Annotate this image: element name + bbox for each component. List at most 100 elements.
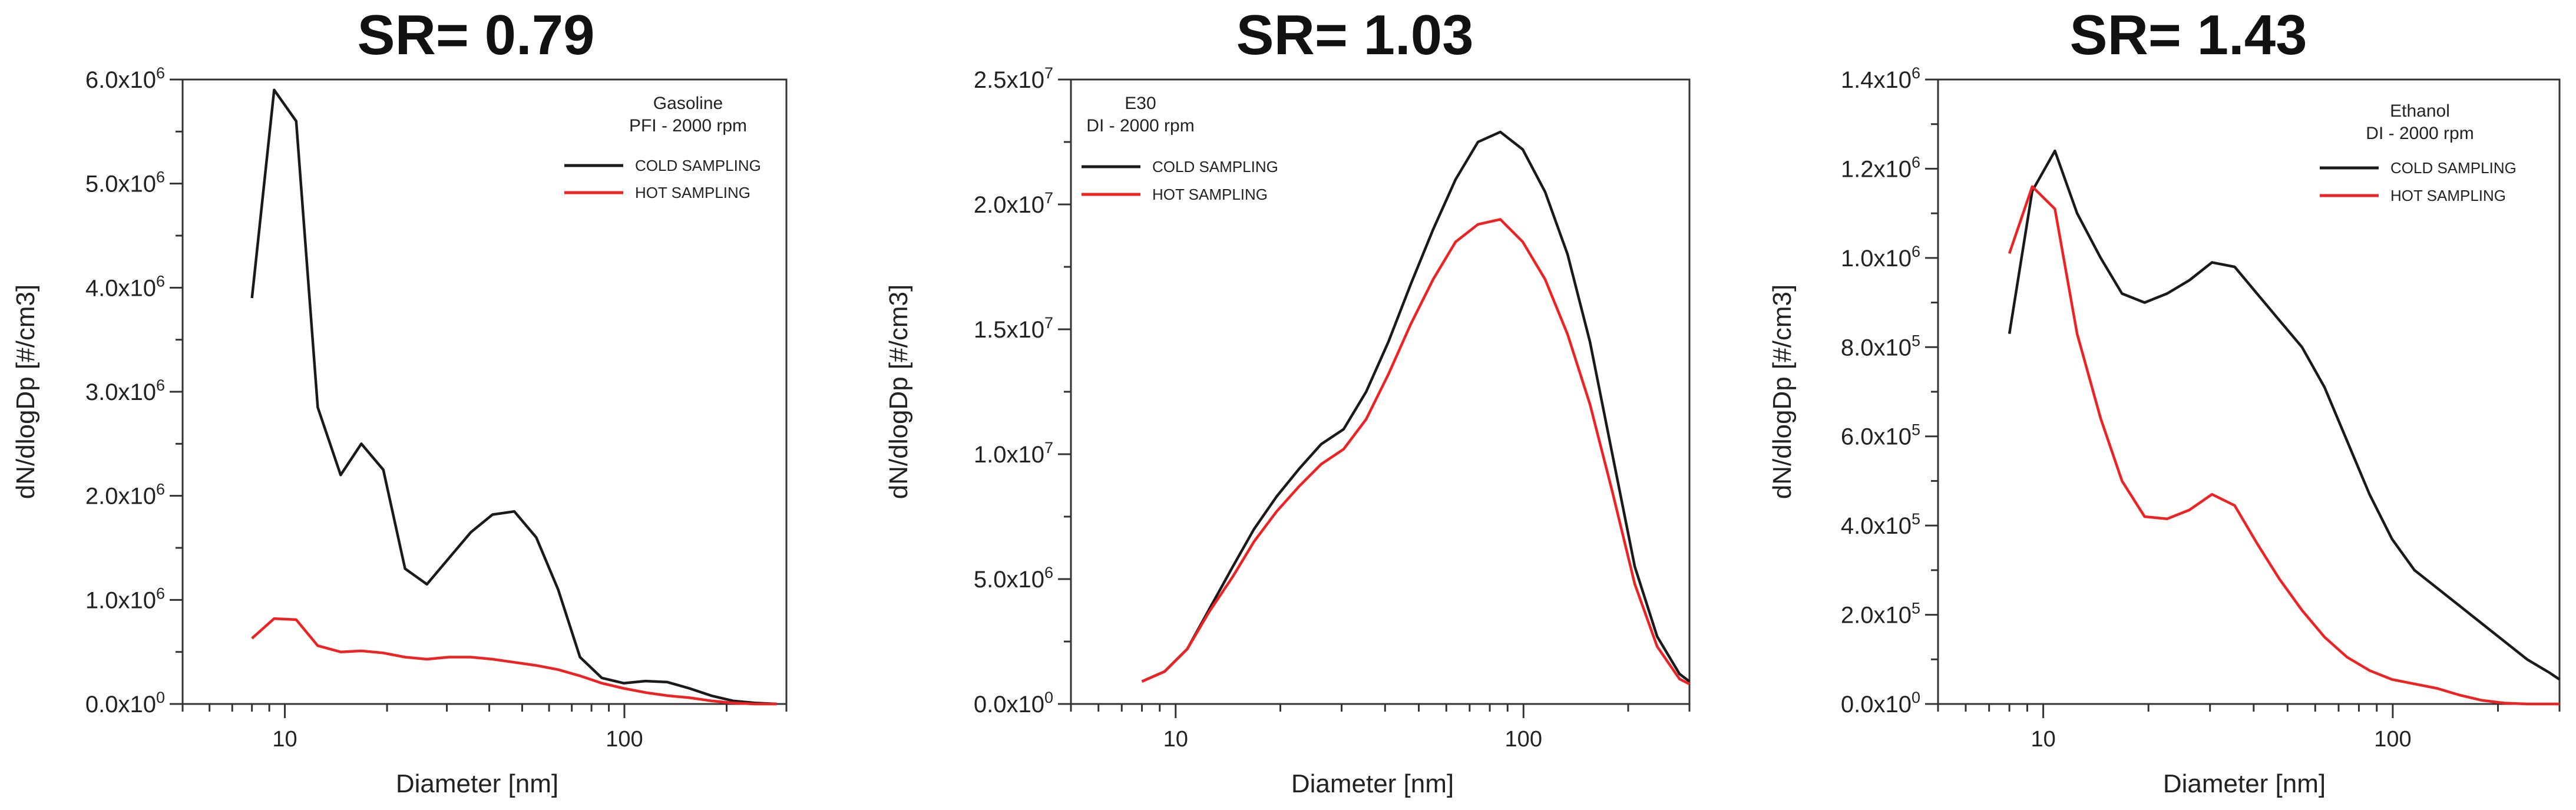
y-tick-label: 6.0x106 [85,64,165,93]
panel-2-legend-label-cold: COLD SAMPLING [1152,158,1278,176]
y-tick-label-exponent: 7 [1044,64,1053,82]
panel-1-x-tick-labels: 10 100 [272,727,643,752]
y-tick-label-mantissa: 0.0x10 [974,692,1044,718]
panel-1: SR= 0.79 0.0x1001.0x1062.0x1063.0x1064.0… [11,4,788,798]
y-tick-label-mantissa: 0.0x10 [1841,692,1912,718]
panel-1-annotation-line-1: Gasoline [653,94,723,113]
y-tick-label-mantissa: 1.0x10 [85,587,156,613]
y-tick-label-mantissa: 8.0x10 [1841,335,1912,361]
y-tick-label-exponent: 7 [1044,439,1053,457]
y-tick-label-mantissa: 4.0x10 [1841,513,1912,539]
y-tick-label-exponent: 5 [1912,600,1920,617]
y-tick-label: 1.0x106 [85,584,165,613]
y-tick-label-mantissa: 5.0x10 [85,171,156,197]
y-tick-label-exponent: 6 [156,376,165,394]
y-tick-label: 1.5x107 [974,314,1053,343]
series-line-cold-sampling [1141,130,1691,683]
y-tick-label-mantissa: 1.4x10 [1841,67,1912,93]
y-tick-label-exponent: 6 [1912,153,1920,171]
panel-1-annotation-line-2: PFI - 2000 rpm [629,116,747,135]
panel-1-y-axis-label: dN/dlogDp [#/cm3] [11,285,40,499]
y-tick-label: 5.0x106 [85,168,165,197]
y-tick-label: 1.0x107 [974,439,1053,468]
series-line-hot-sampling [1141,218,1691,686]
y-tick-label-exponent: 6 [1912,243,1920,260]
panel-3: SR= 1.43 0.0x1002.0x1054.0x1056.0x1058.0… [1768,4,2561,798]
panel-1-legend-label-cold: COLD SAMPLING [635,157,761,174]
y-tick-label: 1.2x106 [1841,153,1920,182]
y-tick-label-exponent: 6 [1044,564,1053,581]
panel-3-annotation-line-2: DI - 2000 rpm [2366,124,2474,143]
y-tick-label: 2.0x106 [85,481,165,510]
panel-3-x-axis-label: Diameter [nm] [2163,769,2326,798]
y-tick-label-mantissa: 1.2x10 [1841,156,1912,182]
y-tick-label: 4.0x106 [85,272,165,301]
panel-3-ticks [1925,78,2561,718]
panel-2-legend-label-hot: HOT SAMPLING [1152,186,1268,203]
panel-2-x-axis-label: Diameter [nm] [1291,769,1454,798]
y-tick-label-exponent: 6 [156,481,165,498]
y-tick-label: 2.0x105 [1841,600,1920,629]
panel-1-x-axis-label: Diameter [nm] [396,769,558,798]
y-tick-label: 6.0x105 [1841,421,1920,450]
y-tick-label-mantissa: 1.0x10 [974,442,1044,468]
y-tick-label: 3.0x106 [85,376,165,405]
y-tick-label-mantissa: 2.0x10 [1841,603,1912,629]
panel-2-x-tick-labels: 10 100 [1163,727,1542,752]
panel-2-title: SR= 1.03 [1236,4,1474,67]
panel-2: SR= 1.03 0.0x1005.0x1061.0x1071.5x1072.0… [884,4,1691,798]
y-tick-label-mantissa: 1.5x10 [974,317,1044,343]
y-tick-label-mantissa: 2.0x10 [85,484,156,510]
panel-3-x-tick-labels: 10 100 [2031,727,2411,752]
panel-3-y-tick-labels: 0.0x1002.0x1054.0x1056.0x1058.0x1051.0x1… [1841,64,1920,718]
y-tick-label-exponent: 6 [156,168,165,186]
y-tick-label-exponent: 5 [1912,510,1920,528]
series-line-cold-sampling [250,88,777,706]
y-tick-label-exponent: 6 [156,272,165,290]
y-tick-label-exponent: 0 [1044,689,1053,706]
panel-3-legend-label-hot: HOT SAMPLING [2390,187,2506,204]
y-tick-label: 0.0x100 [974,689,1053,718]
y-tick-label-exponent: 0 [156,689,165,706]
y-tick-label: 2.5x107 [974,64,1053,93]
y-tick-label-exponent: 6 [156,64,165,82]
panel-2-y-axis-label: dN/dlogDp [#/cm3] [884,285,913,499]
y-tick-label: 0.0x100 [1841,689,1920,718]
panel-2-ticks [1058,78,1691,718]
panel-3-legend-label-cold: COLD SAMPLING [2390,159,2517,177]
y-tick-label-exponent: 0 [1912,689,1920,706]
series-line-cold-sampling [2008,149,2561,681]
series-line-hot-sampling [2008,185,2560,706]
panel-1-series [250,88,777,706]
y-tick-label-exponent: 6 [1912,64,1920,82]
y-tick-label: 2.0x107 [974,189,1053,218]
y-tick-label-mantissa: 5.0x10 [974,567,1044,593]
y-tick-label-exponent: 5 [1912,421,1920,439]
x-tick-label: 10 [2031,727,2055,752]
panel-3-y-axis-label: dN/dlogDp [#/cm3] [1768,285,1797,499]
panel-2-series [1141,130,1691,686]
y-tick-label-mantissa: 2.5x10 [974,67,1044,93]
panel-2-annotation-line-1: E30 [1125,94,1156,113]
series-line-hot-sampling [251,617,777,706]
y-tick-label: 1.0x106 [1841,243,1920,272]
y-tick-label: 8.0x105 [1841,332,1920,361]
y-tick-label-mantissa: 4.0x10 [85,275,156,301]
y-tick-label-mantissa: 6.0x10 [85,67,156,93]
y-tick-label-exponent: 6 [156,584,165,602]
y-tick-label-mantissa: 3.0x10 [85,379,156,405]
y-tick-label: 5.0x106 [974,564,1053,593]
y-tick-label-mantissa: 1.0x10 [1841,246,1912,272]
y-tick-label-mantissa: 0.0x10 [85,692,156,718]
y-tick-label-mantissa: 2.0x10 [974,192,1044,218]
panel-2-y-tick-labels: 0.0x1005.0x1061.0x1071.5x1072.0x1072.5x1… [974,64,1053,718]
x-tick-label: 100 [606,727,643,752]
y-tick-label: 4.0x105 [1841,510,1920,539]
y-tick-label: 0.0x100 [85,689,165,718]
x-tick-label: 100 [1505,727,1542,752]
y-tick-label: 1.4x106 [1841,64,1920,93]
y-tick-label-exponent: 7 [1044,189,1053,207]
panel-1-ticks [170,78,788,718]
panel-1-title: SR= 0.79 [358,4,595,67]
